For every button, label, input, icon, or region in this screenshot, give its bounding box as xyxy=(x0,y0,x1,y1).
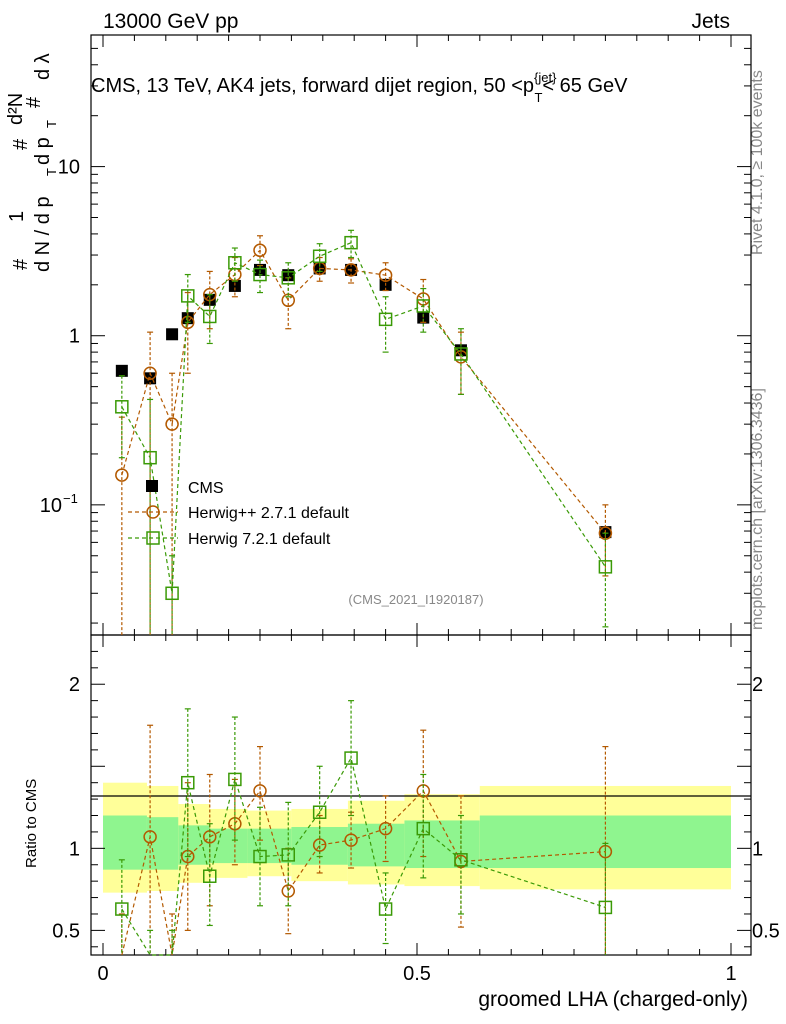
herwig7-ratio-point xyxy=(253,849,267,864)
band-inner-segment xyxy=(146,817,179,870)
herwig7-data-point xyxy=(378,312,393,327)
herwigpp-data-point xyxy=(165,417,179,431)
herwig7-ratio-point xyxy=(598,900,613,915)
herwig7-data-point xyxy=(281,271,296,285)
herwig7-ratio-point xyxy=(378,902,393,916)
y-tick-label-ratio: 2 xyxy=(69,674,80,696)
y-tick-label-ratio: 0.5 xyxy=(52,920,80,942)
herwig7-data-point xyxy=(115,400,129,414)
legend-marker-herwig7 xyxy=(146,531,160,545)
y-tick-label-ratio-right: 2 xyxy=(752,674,763,696)
herwig7-ratio-point xyxy=(416,821,431,836)
svg-text:d N / d p: d N / d p xyxy=(32,196,54,272)
header-energy-label: 13000 GeV pp xyxy=(103,10,238,33)
legend-marker-cms xyxy=(146,480,158,492)
legend-label-herwigpp: Herwig++ 2.7.1 default xyxy=(188,505,350,522)
legend: CMS Herwig++ 2.7.1 default Herwig 7.2.1 … xyxy=(128,480,350,548)
header-jets-label: Jets xyxy=(691,10,730,33)
y-axis-label-main: # 1 d N / d p T # d²N d p T # d λ xyxy=(5,53,59,272)
mcplots-label: mcplots.cern.ch [arXiv:1306.3436] xyxy=(749,388,766,630)
cms-data-point xyxy=(417,311,430,324)
herwigpp-ratio-point xyxy=(253,784,267,798)
y-axis-label-ratio: Ratio to CMS xyxy=(23,779,40,868)
herwig7-data-point xyxy=(228,256,242,270)
herwigpp-data-point xyxy=(143,366,157,380)
ratio-uncertainty-band xyxy=(103,782,731,893)
series-line-ratio xyxy=(121,789,606,956)
main-plot-data xyxy=(115,229,613,635)
herwig7-data-point xyxy=(165,586,179,601)
svg-text:T: T xyxy=(44,168,59,176)
herwigpp-ratio-point xyxy=(344,833,358,847)
herwig7-ratio-point xyxy=(312,805,327,819)
herwigpp-ratio-point xyxy=(378,821,393,836)
series-line-main xyxy=(121,249,606,534)
y-tick-label-ratio-right: 0.5 xyxy=(752,920,780,942)
band-inner-segment xyxy=(347,823,405,867)
svg-text:T: T xyxy=(44,120,59,128)
legend-marker-herwigpp xyxy=(146,505,160,519)
svg-text:#: # xyxy=(10,258,32,270)
herwig7-data-point xyxy=(253,267,267,282)
herwig7-ratio-point xyxy=(454,853,468,867)
y-tick-label-ratio: 1 xyxy=(69,838,80,860)
herwig7-ratio-point xyxy=(281,848,296,862)
svg-text:#: # xyxy=(23,96,45,108)
svg-text:d p: d p xyxy=(32,137,54,165)
y-tick-label-ratio-right: 1 xyxy=(752,838,763,860)
x-axis-label: groomed LHA (charged-only) xyxy=(478,988,748,1011)
band-inner-segment xyxy=(103,815,147,870)
herwigpp-data-point xyxy=(344,263,358,277)
x-tick-label: 0.5 xyxy=(403,963,431,985)
herwig7-data-point xyxy=(344,235,358,250)
herwig7-data-point xyxy=(416,299,431,313)
analysis-id-label: (CMS_2021_I1920187) xyxy=(348,592,483,607)
x-tick-label: 1 xyxy=(725,963,736,985)
cms-data-point xyxy=(115,364,128,377)
series-line-ratio xyxy=(121,756,606,956)
herwig7-data-point xyxy=(598,560,613,574)
herwigpp-data-point xyxy=(378,268,393,282)
legend-label-herwig7: Herwig 7.2.1 default xyxy=(188,531,331,548)
chart-title: CMS, 13 TeV, AK4 jets, forward dijet reg… xyxy=(91,70,628,105)
y-tick-label-main: 10 xyxy=(58,157,80,179)
herwigpp-data-point xyxy=(115,468,129,482)
herwigpp-ratio-point xyxy=(143,830,157,844)
ratio-plot-frame xyxy=(90,634,752,956)
herwig7-data-point xyxy=(312,249,327,264)
cms-data-point xyxy=(254,263,266,276)
cms-data-point xyxy=(166,328,179,341)
svg-text:1: 1 xyxy=(6,211,28,222)
svg-text:#: # xyxy=(10,138,32,150)
herwig7-ratio-point xyxy=(344,751,358,765)
y-tick-exponent: −1 xyxy=(63,491,78,506)
svg-text:d²N: d²N xyxy=(5,93,27,125)
herwig7-ratio-point xyxy=(228,772,242,787)
herwig7-ratio-point xyxy=(181,775,195,790)
herwig7-data-point xyxy=(203,309,217,324)
herwig7-ratio-point xyxy=(203,869,217,883)
legend-label-cms: CMS xyxy=(188,480,224,497)
svg-text:d λ: d λ xyxy=(32,53,54,80)
x-tick-label: 0 xyxy=(97,963,108,985)
cms-data-point xyxy=(228,279,241,292)
band-inner-segment xyxy=(247,828,292,864)
herwig7-data-point xyxy=(454,347,468,361)
y-tick-label-main: 1 xyxy=(69,326,80,348)
y-tick-label-main: 10 xyxy=(40,495,62,517)
herwig7-ratio-point xyxy=(115,902,129,916)
ratio-plot-data xyxy=(115,700,613,956)
herwig7-data-point xyxy=(181,289,195,303)
herwig7-data-point xyxy=(143,450,157,465)
herwigpp-data-point xyxy=(253,243,267,258)
rivet-version-label: Rivet 4.1.0, ≥ 100k events xyxy=(749,70,766,255)
